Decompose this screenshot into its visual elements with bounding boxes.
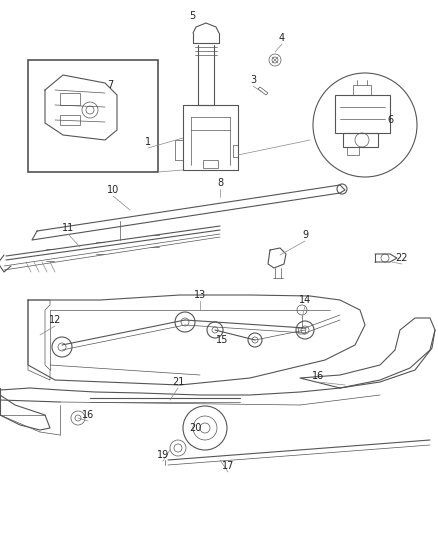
Text: 17: 17	[222, 461, 234, 471]
Text: 9: 9	[302, 230, 308, 240]
Text: 5: 5	[189, 11, 195, 21]
Text: 6: 6	[387, 115, 393, 125]
Text: 12: 12	[49, 315, 61, 325]
Text: 8: 8	[217, 178, 223, 188]
Text: 7: 7	[107, 80, 113, 90]
Text: 20: 20	[189, 423, 201, 433]
Text: 16: 16	[312, 371, 324, 381]
Bar	[60, 115, 80, 125]
Bar	[347, 147, 359, 155]
Text: 21: 21	[172, 377, 184, 387]
Bar	[28, 60, 158, 172]
Text: 3: 3	[250, 75, 256, 85]
Bar	[353, 85, 371, 95]
Bar	[60, 93, 80, 105]
Text: 19: 19	[157, 450, 169, 460]
Bar	[343, 133, 378, 147]
Text: 22: 22	[396, 253, 408, 263]
Text: 1: 1	[145, 137, 151, 147]
Bar	[233, 145, 238, 157]
Text: 16: 16	[82, 410, 94, 420]
Text: 14: 14	[299, 295, 311, 305]
Text: 15: 15	[216, 335, 228, 345]
Bar	[203, 160, 218, 168]
Text: 4: 4	[279, 33, 285, 43]
Bar	[335, 95, 390, 133]
Text: 10: 10	[107, 185, 119, 195]
Text: 11: 11	[62, 223, 74, 233]
Text: 13: 13	[194, 290, 206, 300]
